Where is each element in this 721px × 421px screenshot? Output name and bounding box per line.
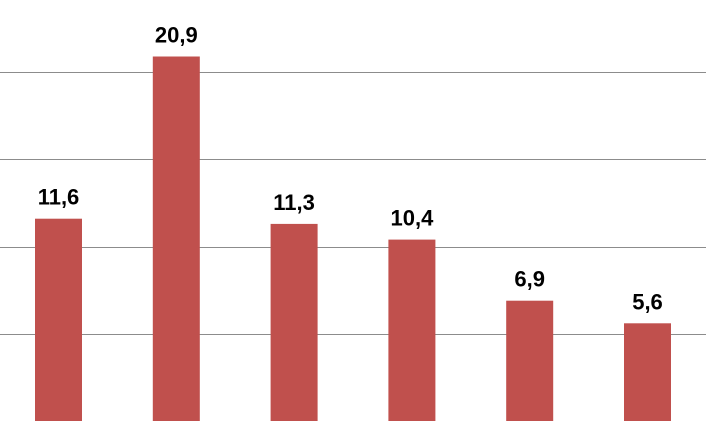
bar <box>624 323 671 421</box>
data-label: 11,6 <box>38 185 80 210</box>
data-label: 10,4 <box>390 206 434 231</box>
bars <box>35 56 671 421</box>
bar <box>35 218 82 421</box>
bar <box>506 300 554 421</box>
gridlines <box>0 72 706 335</box>
data-labels: 11,6 20,9 11,3 10,4 6,9 5,6 <box>38 23 663 315</box>
data-label: 20,9 <box>155 23 198 48</box>
bar <box>152 56 200 421</box>
bar <box>388 239 436 421</box>
data-label: 5,6 <box>632 289 663 314</box>
data-label: 6,9 <box>514 267 545 292</box>
bar <box>270 223 318 421</box>
data-label: 11,3 <box>273 190 315 215</box>
